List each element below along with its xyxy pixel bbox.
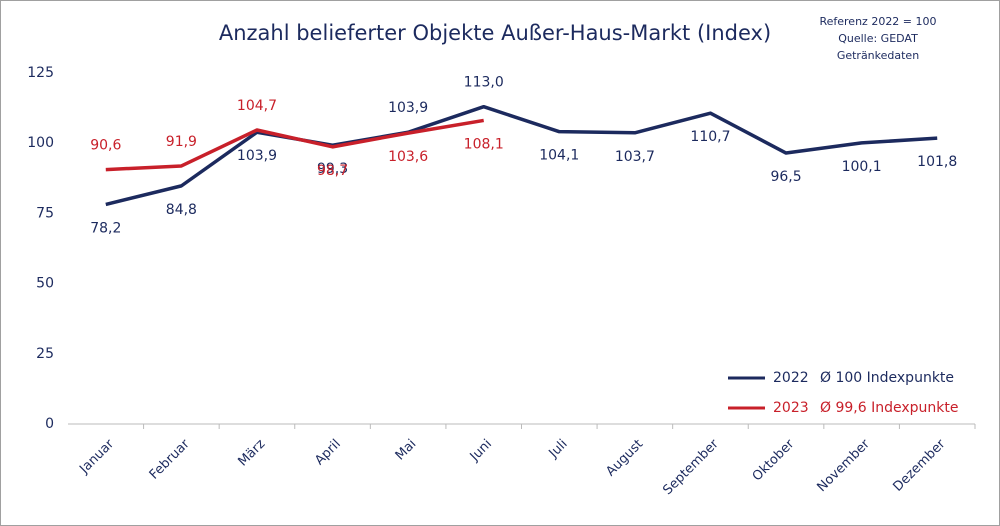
y-tick-label: 25 [36, 346, 54, 362]
data-label: 103,6 [388, 149, 428, 165]
data-label: 96,5 [770, 169, 801, 185]
note: Getränkedaten [837, 49, 919, 62]
note: Referenz 2022 = 100 [819, 15, 936, 28]
data-label: 99,3 [317, 161, 348, 177]
y-tick-label: 125 [27, 65, 54, 81]
data-label: 108,1 [464, 136, 504, 152]
series-line [105, 104, 938, 207]
data-label: 78,2 [90, 220, 121, 236]
series-line [105, 118, 484, 172]
y-tick-label: 50 [36, 276, 54, 292]
y-tick-label: 75 [36, 205, 54, 221]
note: Quelle: GEDAT [838, 32, 918, 45]
legend-note: Ø 99,6 Indexpunkte [820, 400, 958, 416]
data-label: 103,9 [237, 148, 277, 164]
data-label: 90,6 [90, 138, 121, 154]
data-label: 104,7 [237, 98, 277, 114]
legend-label: 2023 [773, 400, 809, 416]
data-label: 103,9 [388, 100, 428, 116]
data-label: 113,0 [464, 75, 504, 91]
y-tick-label: 100 [27, 135, 54, 151]
data-label: 91,9 [166, 134, 197, 150]
data-label: 110,7 [690, 129, 730, 145]
data-label: 98,7 [317, 163, 348, 179]
chart-title: Anzahl belieferter Objekte Außer-Haus-Ma… [219, 21, 771, 45]
data-label: 103,7 [615, 149, 655, 165]
y-tick-label: 0 [45, 416, 54, 432]
data-label: 84,8 [166, 202, 197, 218]
data-label: 101,8 [917, 154, 957, 170]
data-label: 100,1 [842, 159, 882, 175]
legend-note: Ø 100 Indexpunkte [820, 370, 954, 386]
legend-label: 2022 [773, 370, 809, 386]
data-label: 104,1 [539, 148, 579, 164]
